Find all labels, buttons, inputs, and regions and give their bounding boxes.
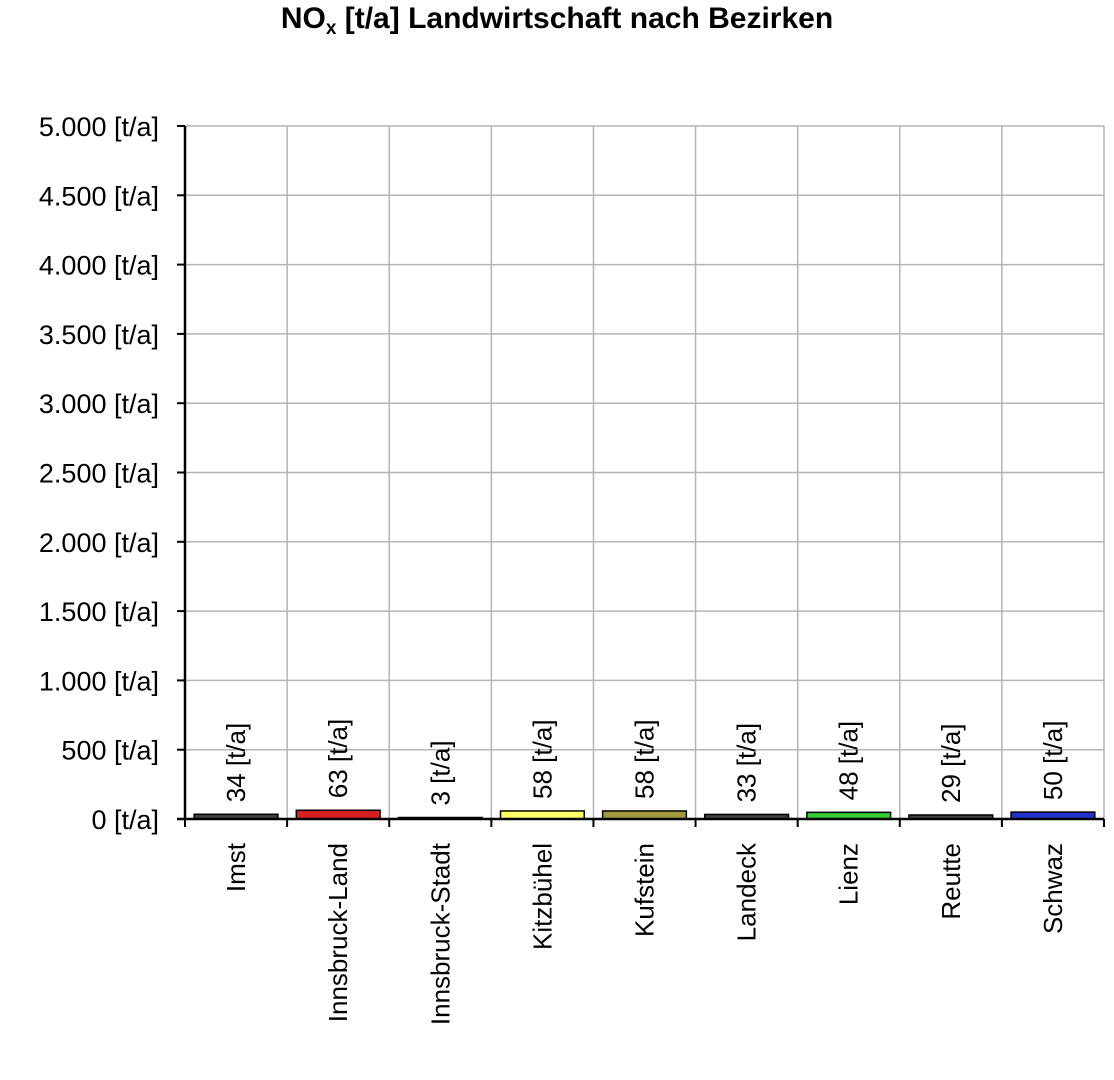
y-tick-label: 1.500 [t/a] — [39, 597, 159, 627]
data-label: 3 [t/a] — [425, 740, 455, 805]
data-label: 58 [t/a] — [630, 719, 660, 799]
chart-title-rest: [t/a] Landwirtschaft nach Bezirken — [336, 2, 834, 35]
data-label: 48 [t/a] — [834, 721, 864, 801]
bar-layer — [193, 809, 1096, 820]
data-label: 34 [t/a] — [221, 723, 251, 803]
axis-layer — [177, 125, 1105, 827]
x-tick-label: Innsbruck-Stadt — [425, 842, 455, 1025]
data-label: 63 [t/a] — [323, 719, 353, 799]
x-tick-label: Lienz — [834, 843, 864, 905]
data-label: 50 [t/a] — [1038, 721, 1068, 801]
data-label: 58 [t/a] — [527, 719, 557, 799]
label-layer: 0 [t/a] 500 [t/a] 1.000 [t/a] 1.500 [t/a] 2.… — [39, 112, 1068, 1025]
x-tick-label: Kitzbühel — [527, 843, 557, 950]
y-tick-label: 3.000 [t/a] — [39, 389, 159, 419]
y-tick-label: 3.500 [t/a] — [39, 320, 159, 350]
x-tick-label: Landeck — [732, 842, 762, 941]
chart-title: NOx [t/a] Landwirtschaft nach Bezirken — [0, 2, 1114, 39]
x-tick-label: Imst — [221, 842, 251, 892]
y-tick-label: 5.000 [t/a] — [39, 112, 159, 142]
y-tick-label: 0 [t/a] — [91, 805, 159, 835]
y-tick-label: 2.500 [t/a] — [39, 459, 159, 489]
y-tick-label: 2.000 [t/a] — [39, 528, 159, 558]
y-tick-label: 4.000 [t/a] — [39, 251, 159, 281]
x-tick-label: Schwaz — [1038, 843, 1068, 934]
x-tick-label: Reutte — [936, 843, 966, 920]
y-tick-label: 500 [t/a] — [61, 736, 159, 766]
y-tick-label: 4.500 [t/a] — [39, 181, 159, 211]
x-tick-label: Kufstein — [630, 843, 660, 937]
y-tick-label: 1.000 [t/a] — [39, 666, 159, 696]
bar — [295, 809, 381, 820]
grid-layer — [185, 125, 1105, 819]
data-label: 33 [t/a] — [732, 723, 762, 803]
chart-title-subscript: x — [325, 18, 337, 39]
data-label: 29 [t/a] — [936, 723, 966, 803]
x-tick-label: Innsbruck-Land — [323, 843, 353, 1022]
chart-title-main: NO — [280, 2, 326, 35]
